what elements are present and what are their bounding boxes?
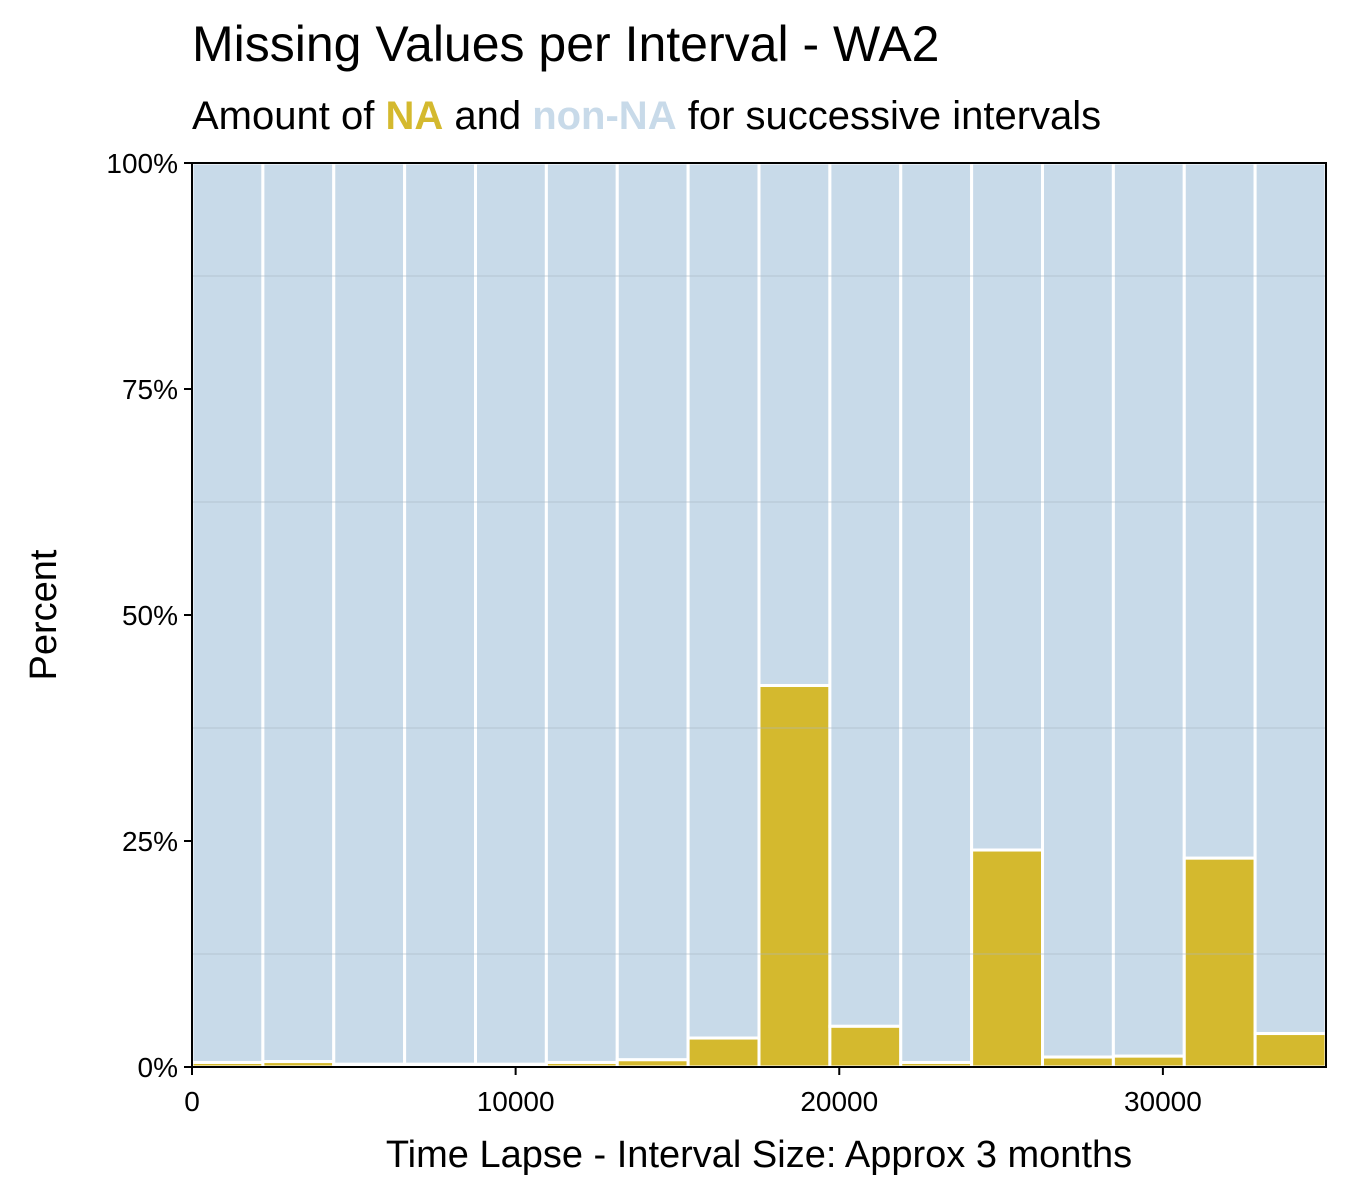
bar-na	[1182, 856, 1257, 1069]
bar-non-na	[544, 161, 619, 1064]
bar-non-na	[403, 161, 477, 1066]
x-tick-label: 30000	[1124, 1086, 1202, 1117]
y-tick-label: 25%	[122, 826, 178, 857]
bar-non-na	[1253, 161, 1328, 1036]
subtitle-mid: and	[443, 94, 533, 138]
bar-na	[757, 684, 832, 1069]
bar-non-na	[332, 161, 407, 1066]
gridlines	[192, 275, 1326, 955]
chart-subtitle: Amount of NA and non-NA for successive i…	[192, 92, 1101, 140]
bar-non-na	[899, 161, 974, 1064]
subtitle-na-label: NA	[385, 94, 444, 138]
bar-na	[828, 1024, 903, 1069]
y-tick-label: 0%	[138, 1052, 178, 1083]
bar-na	[1253, 1032, 1328, 1069]
bar-non-na	[474, 161, 548, 1066]
bars	[190, 161, 1328, 1069]
y-axis-title: Percent	[23, 549, 65, 680]
x-axis-title: Time Lapse - Interval Size: Approx 3 mon…	[386, 1134, 1132, 1176]
subtitle-prefix: Amount of	[192, 94, 386, 138]
bar-na	[1111, 1054, 1186, 1069]
bar-non-na	[1182, 161, 1257, 860]
subtitle-suffix: for successive intervals	[676, 94, 1102, 138]
bar-non-na	[190, 161, 265, 1064]
bar-non-na	[757, 161, 832, 688]
bar-non-na	[970, 161, 1044, 852]
bar-non-na	[615, 161, 690, 1062]
x-tick-label: 0	[184, 1086, 200, 1117]
y-axis: 0% 25% 50% 75% 100%	[106, 148, 192, 1083]
bar-na	[686, 1036, 761, 1069]
bar-non-na	[1041, 161, 1115, 1059]
x-tick-label: 10000	[477, 1086, 555, 1117]
bar-non-na	[261, 161, 336, 1064]
bar-non-na	[1111, 161, 1186, 1058]
chart-title: Missing Values per Interval - WA2	[192, 16, 940, 72]
bar-non-na	[828, 161, 903, 1028]
y-tick-label: 100%	[106, 148, 178, 179]
y-tick-label: 50%	[122, 600, 178, 631]
x-axis: 0 10000 20000 30000	[184, 1067, 1202, 1117]
y-tick-label: 75%	[122, 374, 178, 405]
bar-non-na	[686, 161, 761, 1040]
bar-na	[615, 1058, 690, 1069]
bar-na	[970, 848, 1044, 1069]
bar-na	[1041, 1055, 1115, 1069]
subtitle-non-na-label: non-NA	[532, 94, 677, 138]
x-tick-label: 20000	[800, 1086, 878, 1117]
